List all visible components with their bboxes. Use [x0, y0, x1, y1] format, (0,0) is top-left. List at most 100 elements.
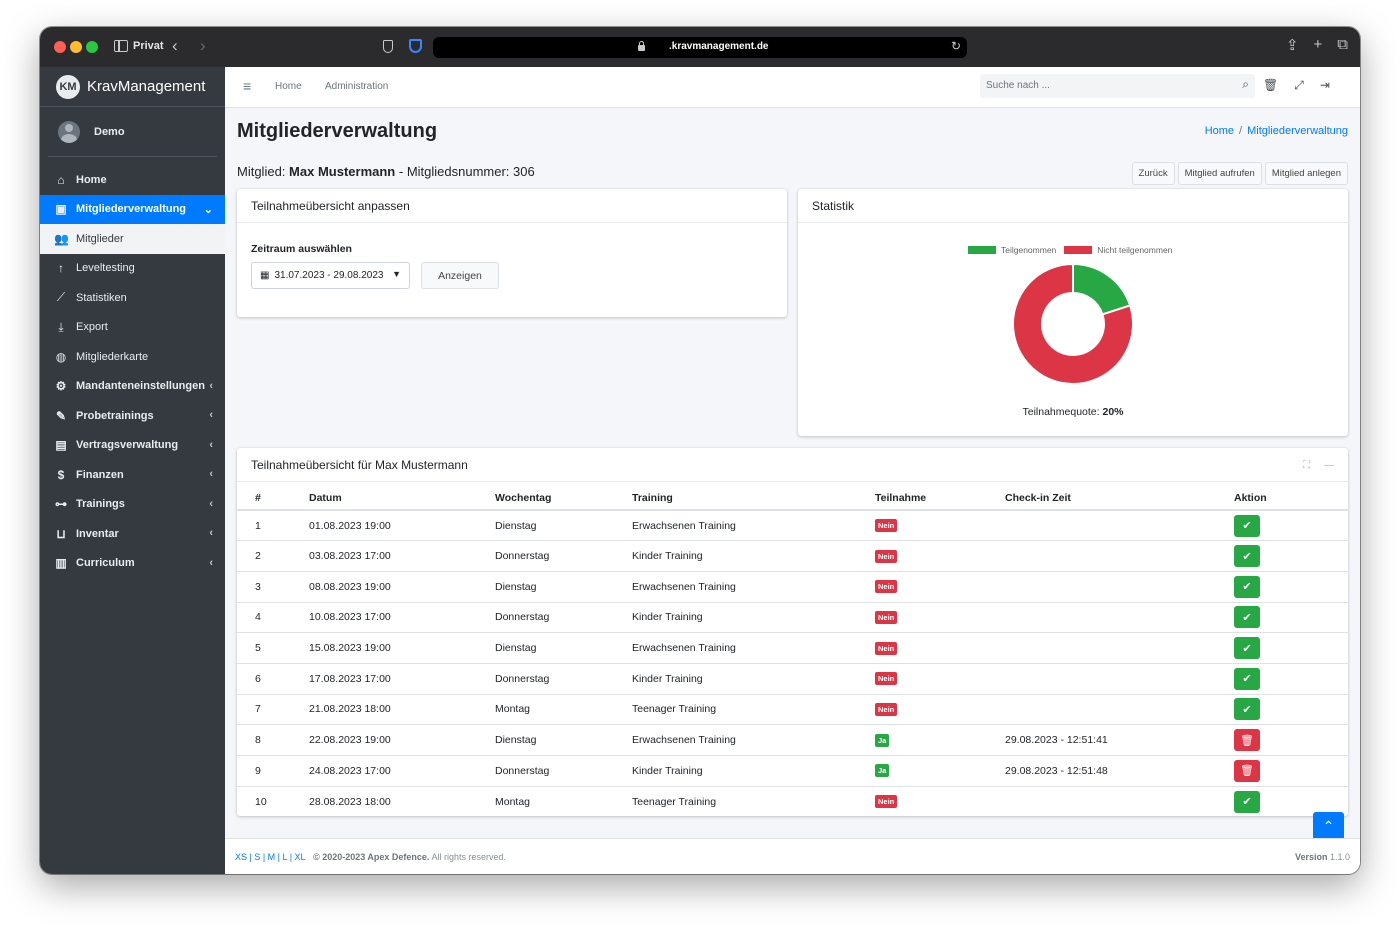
checkin-member-button[interactable]: ✔ [1234, 637, 1260, 660]
sidebar-toggle-icon[interactable] [114, 40, 128, 52]
sidebar-item-curriculum[interactable]: ▥ Curriculum ‹ [40, 549, 225, 579]
close-window-button[interactable] [54, 41, 66, 53]
home-icon: ⌂ [57, 172, 65, 187]
column-header-datum[interactable]: Datum [309, 487, 495, 511]
topnav-home-link[interactable]: Home [275, 81, 302, 92]
member-heading: Mitglied: Max Mustermann - Mitgliedsnumm… [237, 164, 535, 179]
cell-action: ✔ [1234, 662, 1348, 695]
cell-weekday: Donnerstag [495, 540, 632, 572]
new-tab-icon[interactable]: + [1313, 36, 1323, 53]
dumbbell-icon: ⊶ [55, 497, 67, 512]
topnav-admin-link[interactable]: Administration [325, 81, 389, 92]
date-range-picker[interactable]: ▦ 31.07.2023 - 29.08.2023 ▼ [251, 262, 410, 289]
menu-icon[interactable]: ≡ [243, 78, 252, 94]
trash-icon[interactable]: 🗑 [1263, 78, 1279, 92]
privacy-shield-icon[interactable] [383, 40, 393, 53]
create-member-button[interactable]: Mitglied anlegen [1264, 162, 1348, 185]
donut-slice-0[interactable] [1072, 262, 1132, 316]
reload-icon[interactable]: ↻ [950, 39, 961, 53]
filter-card-title: Teilnahmeübersicht anpassen [237, 189, 787, 223]
column-header-number[interactable]: # [237, 487, 309, 511]
brand[interactable]: KM KravManagement [40, 67, 225, 107]
search-icon[interactable]: ⌕ [1242, 77, 1249, 91]
checkin-member-button[interactable]: ✔ [1234, 790, 1260, 813]
delete-checkin-button[interactable]: 🗑 [1234, 759, 1260, 782]
logout-icon[interactable]: ⇥ [1319, 78, 1330, 92]
maximize-icon[interactable]: ⛶ [1303, 460, 1310, 471]
show-button[interactable]: Anzeigen [421, 262, 499, 289]
chevron-down-icon: ⌄ [203, 203, 213, 216]
cell-weekday: Donnerstag [495, 755, 632, 787]
status-badge: Nein [875, 795, 898, 809]
sidebar-item-trainings[interactable]: ⊶ Trainings ‹ [40, 490, 225, 520]
sidebar-item-mandanteneinstellungen[interactable]: ⚙ Mandanteneinstellungen ‹ [40, 372, 225, 402]
range-label: Zeitraum auswählen [251, 243, 352, 255]
table-row: 5 15.08.2023 19:00 Dienstag Erwachsenen Tra… [237, 632, 1348, 664]
breadcrumb-current[interactable]: Mitgliederverwaltung [1247, 125, 1348, 137]
checkin-member-button[interactable]: ✔ [1234, 545, 1260, 568]
sidebar-item-statistiken[interactable]: ⟋ Statistiken [40, 283, 225, 313]
attendance-card: Teilnahmeübersicht für Max Mustermann ⛶ … [237, 448, 1348, 817]
tab-overview-icon[interactable]: ⧉ [1337, 36, 1348, 53]
column-header-wochentag[interactable]: Wochentag [495, 487, 632, 511]
cell-number: 10 [237, 785, 309, 817]
sidebar-item-mitglieder[interactable]: 👥 Mitglieder [40, 224, 225, 254]
sidebar-item-home[interactable]: ⌂ Home [40, 165, 225, 195]
share-icon[interactable]: ⇪ [1285, 37, 1299, 54]
sidebar-item-export[interactable]: ⤓ Export [40, 313, 225, 343]
user-check-icon: ✔ [1242, 642, 1252, 655]
chevron-left-icon: ‹ [209, 379, 213, 392]
fullscreen-icon[interactable]: ⤢ [1294, 78, 1304, 92]
donut-slice-1[interactable] [1012, 262, 1134, 385]
table-row: 4 10.08.2023 17:00 Donnerstag Kinder Traini… [237, 601, 1348, 633]
open-member-button[interactable]: Mitglied aufrufen [1177, 162, 1262, 185]
table-row: 7 21.08.2023 18:00 Montag Teenager Training… [237, 693, 1348, 725]
sidebar: KM KravManagement Demo ⌂ Home ▣ Mitglieder… [40, 67, 225, 874]
sidebar-item-vertragsverwaltung[interactable]: ▤ Vertragsverwaltung ‹ [40, 431, 225, 461]
sidebar-item-mitgliederkarte[interactable]: ◍ Mitgliederkarte [40, 342, 225, 372]
checkin-member-button[interactable]: ✔ [1234, 575, 1260, 598]
scroll-to-top-button[interactable]: ⌃ [1313, 812, 1344, 840]
cell-action: ✔ [1234, 632, 1348, 664]
delete-checkin-button[interactable]: 🗑 [1234, 729, 1260, 752]
checkin-member-button[interactable]: ✔ [1234, 514, 1260, 537]
maximize-window-button[interactable] [86, 41, 98, 53]
search-placeholder: Suche nach ... [986, 80, 1050, 91]
cell-date: 28.08.2023 18:00 [309, 785, 495, 817]
sidebar-nav: ⌂ Home ▣ Mitgliederverwaltung ⌄ 👥 Mitglieder… [40, 165, 225, 578]
cell-checkin: 29.08.2023 - 12:51:48 [1005, 755, 1234, 787]
checkin-member-button[interactable]: ✔ [1234, 667, 1260, 690]
profile-label[interactable]: Privat [133, 40, 164, 52]
legend-label-0[interactable]: Teilgenommen [1001, 245, 1057, 255]
column-header-training[interactable]: Training [632, 487, 875, 511]
search-input[interactable]: Suche nach ... ⌕ [980, 74, 1255, 98]
legend-label-1[interactable]: Nicht teilgenommen [1097, 245, 1173, 255]
bitwarden-shield-icon[interactable] [409, 39, 422, 53]
checkin-member-button[interactable]: ✔ [1234, 698, 1260, 721]
legend-swatch-1 [1064, 246, 1093, 254]
quote-value: 20% [1102, 406, 1124, 418]
collapse-icon[interactable]: — [1324, 460, 1334, 471]
checkin-member-button[interactable]: ✔ [1234, 606, 1260, 629]
cell-checkin [1005, 785, 1234, 817]
cell-date: 03.08.2023 17:00 [309, 540, 495, 572]
sidebar-item-inventar[interactable]: ⊔ Inventar ‹ [40, 519, 225, 549]
back-button[interactable]: Zurück [1131, 162, 1175, 185]
forward-icon[interactable]: › [200, 36, 206, 55]
sidebar-item-finanzen[interactable]: $ Finanzen ‹ [40, 460, 225, 490]
back-icon[interactable]: ‹ [172, 36, 178, 55]
column-header-teilnahme[interactable]: Teilnahme [875, 487, 1005, 511]
column-header-checkin[interactable]: Check-in Zeit [1005, 487, 1234, 511]
sidebar-item-label: Finanzen [76, 468, 124, 481]
sidebar-item-leveltesting[interactable]: ↑ Leveltesting [40, 254, 225, 284]
sidebar-item-label: Leveltesting [76, 262, 135, 275]
breadcrumb-home[interactable]: Home [1204, 125, 1235, 137]
cell-date: 01.08.2023 19:00 [309, 509, 495, 541]
cell-weekday: Donnerstag [495, 601, 632, 633]
user-panel[interactable]: Demo [48, 107, 217, 157]
minimize-window-button[interactable] [70, 41, 82, 53]
column-header-aktion[interactable]: Aktion [1234, 487, 1348, 511]
address-bar[interactable]: .kravmanagement.de ↻ [433, 37, 967, 58]
sidebar-item-probetrainings[interactable]: ✎ Probetrainings ‹ [40, 401, 225, 431]
sidebar-item-mitgliederverwaltung[interactable]: ▣ Mitgliederverwaltung ⌄ [40, 194, 225, 224]
